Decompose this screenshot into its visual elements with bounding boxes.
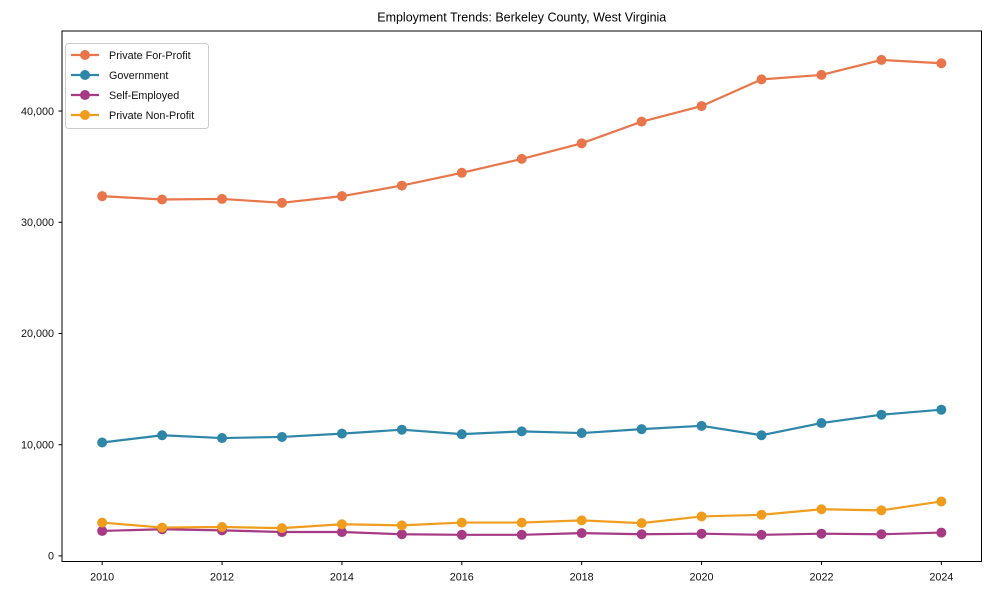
data-point <box>516 529 527 540</box>
data-point <box>876 505 887 516</box>
data-point <box>217 193 228 204</box>
y-axis-tick-label: 0 <box>48 551 54 563</box>
data-point <box>336 527 347 538</box>
data-point <box>97 517 108 528</box>
data-point <box>276 431 287 442</box>
data-point <box>636 424 647 435</box>
plot-border <box>61 30 982 562</box>
data-point <box>696 420 707 431</box>
x-axis-tick-label: 2014 <box>330 572 354 584</box>
data-point <box>516 517 527 528</box>
data-point <box>756 509 767 520</box>
chart-title: Employment Trends: Berkeley County, West… <box>377 11 666 25</box>
data-point <box>816 69 827 80</box>
data-point <box>696 511 707 522</box>
data-point <box>336 519 347 530</box>
data-point <box>456 517 467 528</box>
data-point <box>636 529 647 540</box>
y-axis-tick-label: 10,000 <box>21 439 54 451</box>
y-axis-tick-label: 30,000 <box>21 217 54 229</box>
y-axis-tick-label: 20,000 <box>21 328 54 340</box>
data-point <box>456 529 467 540</box>
legend-marker-dot <box>80 90 90 100</box>
series-private-for-profit <box>97 54 947 208</box>
data-point <box>336 191 347 202</box>
legend-marker-dot <box>80 50 90 60</box>
data-point <box>217 522 228 533</box>
data-point <box>576 515 587 526</box>
legend-item-label: Private Non-Profit <box>109 110 194 122</box>
data-point <box>276 197 287 208</box>
series-government <box>97 404 947 448</box>
data-point <box>876 529 887 540</box>
series-line <box>102 408 942 444</box>
x-axis-tick-label: 2020 <box>690 572 714 584</box>
legend-item-label: Government <box>109 70 168 82</box>
data-point <box>157 194 168 205</box>
data-point <box>157 430 168 441</box>
data-point <box>936 496 947 507</box>
data-point <box>876 54 887 65</box>
data-point <box>936 58 947 69</box>
series-line <box>102 58 942 204</box>
x-axis-tick-label: 2010 <box>90 572 114 584</box>
data-point <box>97 191 108 202</box>
data-point <box>576 428 587 439</box>
data-point <box>936 527 947 538</box>
data-point <box>576 528 587 539</box>
legend-item-private-non-profit: Private Non-Profit <box>71 110 194 122</box>
x-axis-tick-label: 2016 <box>450 572 474 584</box>
data-point <box>696 528 707 539</box>
data-point <box>396 424 407 435</box>
legend-item-private-for-profit: Private For-Profit <box>71 50 191 62</box>
data-point <box>516 153 527 164</box>
series-private-non-profit <box>97 496 947 534</box>
data-point <box>756 430 767 441</box>
data-point <box>456 429 467 440</box>
data-point <box>396 529 407 540</box>
data-point <box>576 138 587 149</box>
data-point <box>816 504 827 515</box>
legend: Private For-Profit Government Self-Employe… <box>65 43 209 129</box>
data-point <box>636 518 647 529</box>
data-point <box>756 74 767 85</box>
data-point <box>756 529 767 540</box>
legend-box <box>65 43 209 129</box>
legend-item-label: Self-Employed <box>109 90 179 102</box>
data-point <box>456 167 467 178</box>
data-point <box>816 418 827 429</box>
data-point <box>516 426 527 437</box>
data-point <box>636 116 647 127</box>
data-point <box>936 404 947 415</box>
data-point <box>336 428 347 439</box>
legend-marker-dot <box>80 70 90 80</box>
x-axis-tick-label: 2018 <box>570 572 594 584</box>
data-point <box>396 520 407 531</box>
x-axis-tick-label: 2012 <box>210 572 234 584</box>
data-point <box>217 433 228 444</box>
legend-item-label: Private For-Profit <box>109 50 191 62</box>
legend-item-government: Government <box>71 70 168 82</box>
data-point <box>876 409 887 420</box>
data-point <box>97 525 108 536</box>
legend-marker-dot <box>80 110 90 120</box>
data-point <box>396 180 407 191</box>
data-point <box>276 523 287 534</box>
x-axis-tick-label: 2022 <box>809 572 833 584</box>
data-point <box>816 528 827 539</box>
data-point <box>157 522 168 533</box>
data-point <box>696 101 707 112</box>
legend-item-self-employed: Self-Employed <box>71 90 179 102</box>
y-axis-tick-label: 40,000 <box>21 106 54 118</box>
x-axis-tick-label: 2024 <box>929 572 953 584</box>
data-point <box>97 437 108 448</box>
